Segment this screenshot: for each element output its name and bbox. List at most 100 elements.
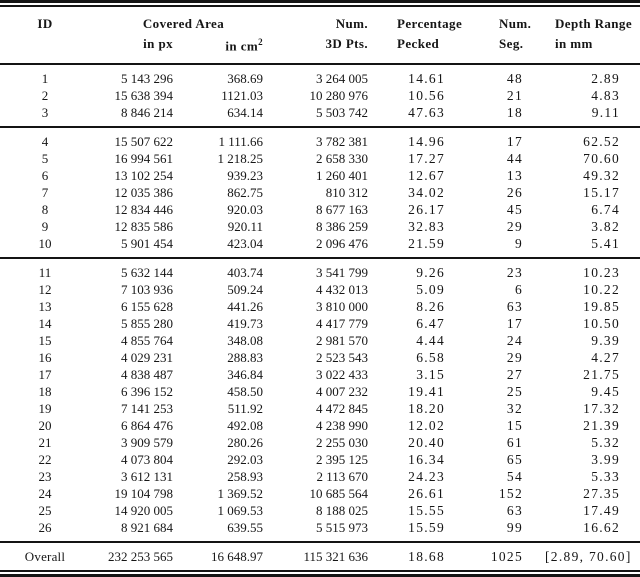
cell-id: 18 bbox=[38, 384, 52, 400]
cell-num-3d-pts: 10 280 976 bbox=[309, 88, 369, 104]
cell-id: 24 bbox=[38, 486, 52, 502]
cell-id: 25 bbox=[38, 503, 52, 519]
cell-covered-area-cm2: 920.11 bbox=[227, 219, 264, 235]
overall-row: Overall 232 253 565 16 648.97 115 321 636 18… bbox=[0, 542, 640, 570]
cell-covered-area-cm2: 1 218.25 bbox=[217, 151, 264, 167]
cell-num-seg: 54 bbox=[506, 469, 524, 485]
cell-covered-area-px: 6 155 628 bbox=[121, 299, 173, 315]
cell-id: 12 bbox=[38, 282, 52, 298]
cell-depth-range-mm: 27.35 bbox=[583, 486, 621, 502]
cell-covered-area-px: 4 855 764 bbox=[121, 333, 173, 349]
cell-num-seg: 18 bbox=[506, 105, 524, 121]
cell-depth-range-mm: 2.89 bbox=[591, 71, 621, 87]
cell-num-seg: 48 bbox=[506, 71, 524, 87]
table-row: 15 4 855 764 348.08 2 981 570 4.44 24 9.39 bbox=[0, 332, 640, 349]
cell-covered-area-cm2: 368.69 bbox=[227, 71, 264, 87]
cell-depth-range-mm: 21.39 bbox=[583, 418, 621, 434]
header-in-cm2-sup: 2 bbox=[258, 37, 264, 47]
cell-num-seg: 29 bbox=[506, 219, 524, 235]
cell-num-3d-pts: 4 432 013 bbox=[316, 282, 369, 298]
overall-row-group: Overall 232 253 565 16 648.97 115 321 636 18… bbox=[0, 542, 640, 570]
cell-id: 26 bbox=[38, 520, 52, 536]
table-group-2: 4 15 507 622 1 111.66 3 782 381 14.96 17 62.52… bbox=[0, 127, 640, 258]
cell-covered-area-cm2: 939.23 bbox=[227, 168, 264, 184]
cell-covered-area-cm2: 511.92 bbox=[227, 401, 264, 417]
table-row: 3 8 846 214 634.14 5 503 742 47.63 18 9.11 bbox=[0, 104, 640, 127]
cell-covered-area-px: 3 909 579 bbox=[121, 435, 173, 451]
cell-depth-range-mm: [2.89, 70.60] bbox=[545, 549, 632, 565]
cell-num-3d-pts: 2 981 570 bbox=[316, 333, 369, 349]
cell-covered-area-px: 8 846 214 bbox=[121, 105, 173, 121]
cell-id: 16 bbox=[38, 350, 52, 366]
table-row: 19 7 141 253 511.92 4 472 845 18.20 32 17.32 bbox=[0, 400, 640, 417]
header-num-seg-line2: Seg. bbox=[499, 36, 524, 52]
header-num-seg-line1: Num. bbox=[499, 16, 532, 31]
table-row: 22 4 073 804 292.03 2 395 125 16.34 65 3.99 bbox=[0, 451, 640, 468]
cell-num-3d-pts: 2 113 670 bbox=[316, 469, 369, 485]
cell-num-3d-pts: 5 503 742 bbox=[316, 105, 369, 121]
cell-covered-area-px: 14 920 005 bbox=[114, 503, 174, 519]
cell-id: 3 bbox=[41, 105, 49, 121]
header-num-3d-pts-line1: Num. bbox=[335, 16, 369, 31]
cell-percentage-pecked: 19.41 bbox=[408, 384, 446, 400]
cell-depth-range-mm: 5.41 bbox=[591, 236, 621, 252]
cell-percentage-pecked: 17.27 bbox=[408, 151, 446, 167]
cell-id: 4 bbox=[41, 134, 49, 150]
table-row: 11 5 632 144 403.74 3 541 799 9.26 23 10.23 bbox=[0, 258, 640, 281]
cell-percentage-pecked: 9.26 bbox=[416, 265, 446, 281]
cell-num-seg: 17 bbox=[506, 134, 524, 150]
cell-num-3d-pts: 4 007 232 bbox=[316, 384, 369, 400]
cell-num-3d-pts: 8 188 025 bbox=[316, 503, 369, 519]
cell-num-3d-pts: 5 515 973 bbox=[316, 520, 369, 536]
measurements-table: ID Covered Area Num. Percentage Num. Dep… bbox=[0, 7, 640, 570]
cell-num-seg: 152 bbox=[498, 486, 524, 502]
cell-covered-area-px: 6 864 476 bbox=[121, 418, 173, 434]
cell-depth-range-mm: 10.23 bbox=[583, 265, 621, 281]
cell-percentage-pecked: 18.20 bbox=[408, 401, 446, 417]
cell-depth-range-mm: 19.85 bbox=[583, 299, 621, 315]
cell-covered-area-cm2: 346.84 bbox=[227, 367, 264, 383]
cell-covered-area-px: 6 396 152 bbox=[121, 384, 173, 400]
header-id: ID bbox=[37, 16, 53, 31]
cell-percentage-pecked: 12.02 bbox=[408, 418, 446, 434]
cell-depth-range-mm: 15.17 bbox=[583, 185, 621, 201]
cell-num-3d-pts: 3 782 381 bbox=[316, 134, 369, 150]
cell-percentage-pecked: 10.56 bbox=[408, 88, 446, 104]
cell-covered-area-cm2: 509.24 bbox=[227, 282, 264, 298]
cell-depth-range-mm: 5.33 bbox=[591, 469, 621, 485]
cell-covered-area-cm2: 1 069.53 bbox=[217, 503, 264, 519]
cell-covered-area-cm2: 1 111.66 bbox=[218, 134, 264, 150]
table-row: 9 12 835 586 920.11 8 386 259 32.83 29 3.82 bbox=[0, 218, 640, 235]
cell-depth-range-mm: 5.32 bbox=[591, 435, 621, 451]
cell-covered-area-px: 12 834 446 bbox=[114, 202, 174, 218]
cell-covered-area-px: 5 632 144 bbox=[121, 265, 173, 281]
table-row: 12 7 103 936 509.24 4 432 013 5.09 6 10.22 bbox=[0, 281, 640, 298]
cell-covered-area-cm2: 258.93 bbox=[227, 469, 264, 485]
cell-depth-range-mm: 9.39 bbox=[591, 333, 621, 349]
header-num-3d-pts-line2: 3D Pts. bbox=[325, 36, 369, 52]
cell-percentage-pecked: 15.59 bbox=[408, 520, 446, 536]
cell-num-3d-pts: 3 541 799 bbox=[316, 265, 369, 281]
cell-depth-range-mm: 21.75 bbox=[583, 367, 621, 383]
cell-num-3d-pts: 3 264 005 bbox=[316, 71, 369, 87]
cell-num-seg: 13 bbox=[506, 168, 524, 184]
cell-id: 5 bbox=[41, 151, 49, 167]
cell-depth-range-mm: 9.45 bbox=[591, 384, 621, 400]
cell-num-seg: 1025 bbox=[490, 549, 524, 565]
cell-num-3d-pts: 810 312 bbox=[325, 185, 369, 201]
cell-percentage-pecked: 14.96 bbox=[408, 134, 446, 150]
cell-num-seg: 65 bbox=[506, 452, 524, 468]
cell-percentage-pecked: 18.68 bbox=[408, 549, 446, 565]
cell-percentage-pecked: 6.58 bbox=[416, 350, 446, 366]
cell-num-3d-pts: 1 260 401 bbox=[316, 168, 369, 184]
table-row: 4 15 507 622 1 111.66 3 782 381 14.96 17 62.52 bbox=[0, 127, 640, 150]
cell-percentage-pecked: 32.83 bbox=[408, 219, 446, 235]
cell-covered-area-cm2: 492.08 bbox=[227, 418, 264, 434]
overall-label: Overall bbox=[24, 549, 66, 565]
cell-percentage-pecked: 20.40 bbox=[408, 435, 446, 451]
cell-num-seg: 6 bbox=[514, 282, 524, 298]
table-row: 14 5 855 280 419.73 4 417 779 6.47 17 10.50 bbox=[0, 315, 640, 332]
cell-covered-area-cm2: 423.04 bbox=[227, 236, 264, 252]
cell-percentage-pecked: 3.15 bbox=[416, 367, 446, 383]
